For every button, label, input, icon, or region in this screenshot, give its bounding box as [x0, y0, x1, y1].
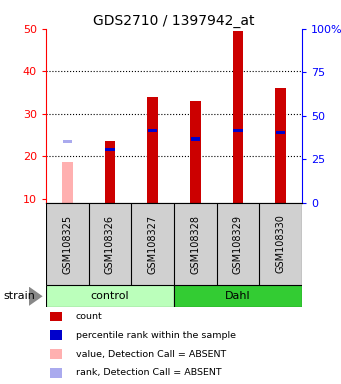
Text: GSM108326: GSM108326 — [105, 215, 115, 273]
Text: control: control — [91, 291, 129, 301]
Bar — [191, 137, 200, 141]
Bar — [233, 129, 242, 132]
Text: GSM108329: GSM108329 — [233, 215, 243, 273]
Text: GSM108325: GSM108325 — [62, 215, 72, 273]
Bar — [233, 31, 243, 203]
Text: count: count — [76, 312, 103, 321]
Bar — [275, 88, 286, 203]
Bar — [105, 148, 115, 151]
Bar — [147, 97, 158, 203]
Text: Dahl: Dahl — [225, 291, 251, 301]
Bar — [46, 285, 174, 307]
Text: rank, Detection Call = ABSENT: rank, Detection Call = ABSENT — [76, 368, 222, 377]
Bar — [174, 285, 302, 307]
Bar — [50, 349, 61, 359]
Text: GSM108327: GSM108327 — [148, 215, 158, 273]
Bar — [50, 312, 61, 321]
Bar — [62, 162, 73, 203]
Bar — [276, 131, 285, 134]
Bar — [50, 368, 61, 377]
Text: value, Detection Call = ABSENT: value, Detection Call = ABSENT — [76, 349, 226, 359]
Text: strain: strain — [3, 291, 35, 301]
Title: GDS2710 / 1397942_at: GDS2710 / 1397942_at — [93, 14, 255, 28]
Bar — [148, 129, 157, 132]
Bar — [105, 141, 115, 203]
Text: percentile rank within the sample: percentile rank within the sample — [76, 331, 236, 340]
Bar — [190, 101, 201, 203]
Text: GSM108330: GSM108330 — [276, 215, 285, 273]
Text: GSM108328: GSM108328 — [190, 215, 200, 273]
Polygon shape — [29, 286, 43, 306]
Bar — [63, 139, 72, 143]
Bar — [50, 330, 61, 340]
